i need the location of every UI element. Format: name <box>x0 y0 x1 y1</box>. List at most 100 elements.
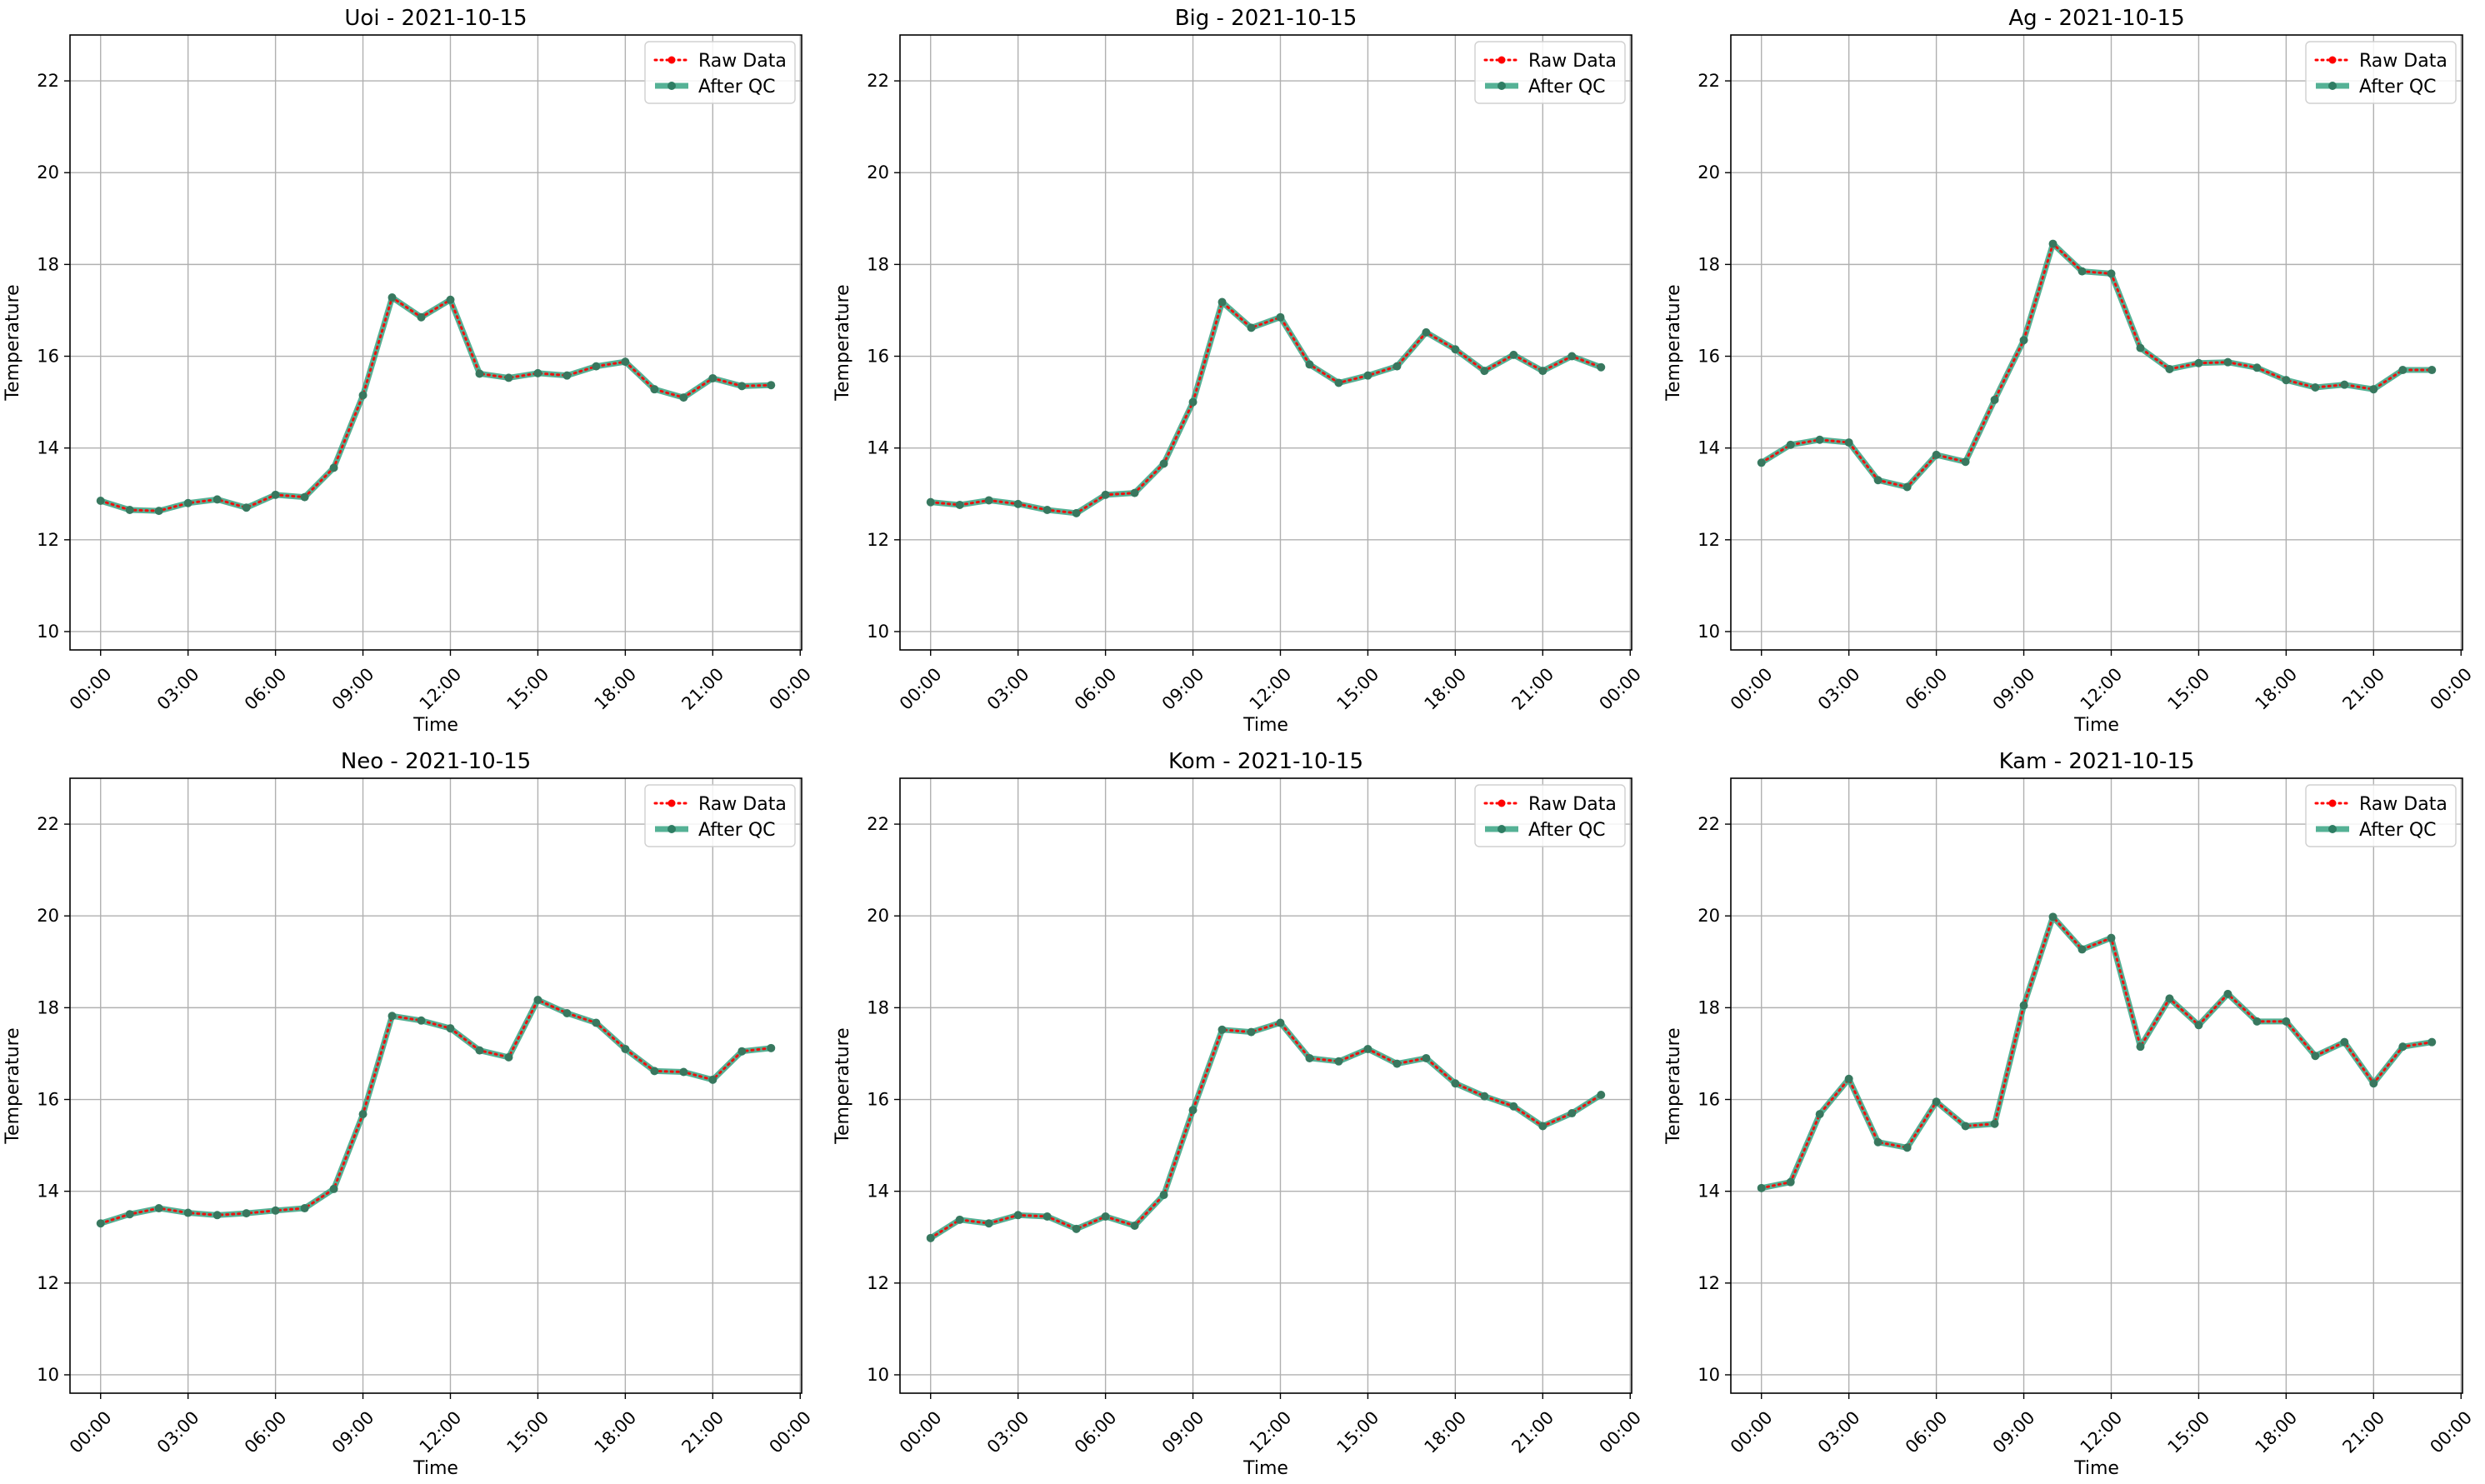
x-tick-label: 06:00 <box>241 664 291 714</box>
x-tick-label: 03:00 <box>983 664 1033 714</box>
legend-marker-raw-data <box>668 56 676 64</box>
after-qc-point <box>242 503 251 512</box>
x-tick-label: 21:00 <box>678 1407 728 1457</box>
x-tick-label: 06:00 <box>1902 1407 1952 1457</box>
legend: Raw Data After QC <box>644 784 796 847</box>
after-qc-point <box>2282 376 2291 385</box>
after-qc-point <box>1159 1191 1168 1200</box>
after-qc-point <box>1815 435 1824 444</box>
legend-marker-after-qc <box>1498 82 1506 90</box>
after-qc-point <box>1786 440 1795 449</box>
subplot-title: Neo - 2021-10-15 <box>341 749 531 774</box>
after-qc-point <box>212 495 222 504</box>
after-qc-point <box>1334 1057 1343 1066</box>
after-qc-point <box>1597 1091 1606 1100</box>
y-tick-label: 20 <box>1698 906 1720 926</box>
x-tick-label: 15:00 <box>2164 664 2214 714</box>
after-qc-point <box>1932 1097 1941 1107</box>
after-qc-point <box>562 371 572 380</box>
x-tick-label: 15:00 <box>503 1407 553 1457</box>
after-qc-point <box>1844 1074 1853 1083</box>
after-qc-point <box>1961 1122 1970 1131</box>
x-tick-label: 21:00 <box>678 664 728 714</box>
x-tick-label: 03:00 <box>153 664 203 714</box>
after-qc-point <box>738 1047 747 1056</box>
axes-frame <box>1730 777 2463 1394</box>
x-tick-label: 03:00 <box>1814 1407 1864 1457</box>
subplot: 10 12 14 16 18 20 22 00:00 03:00 06:00 09:00 12:00 1… <box>1663 6 2476 736</box>
after-qc-point <box>767 1043 776 1052</box>
y-tick-label: 20 <box>37 162 59 182</box>
after-qc-point <box>1247 323 1256 332</box>
x-tick-label: 00:00 <box>66 664 116 714</box>
x-tick-label: 18:00 <box>1421 664 1471 714</box>
y-tick-label: 12 <box>867 1273 889 1293</box>
subplot-title: Uoi - 2021-10-15 <box>344 6 527 31</box>
after-qc-point <box>2223 357 2232 367</box>
y-tick-label: 14 <box>1698 438 1720 458</box>
x-tick-label: 15:00 <box>503 664 553 714</box>
series-line-after-qc <box>928 299 1604 517</box>
after-qc-point <box>984 1219 993 1228</box>
after-qc-point <box>592 362 601 371</box>
y-tick-label: 22 <box>867 71 889 91</box>
after-qc-point <box>1902 1143 1912 1152</box>
y-tick-label: 22 <box>37 814 59 834</box>
x-tick-label: 15:00 <box>2164 1407 2214 1457</box>
x-tick-label: 12:00 <box>1246 1407 1296 1457</box>
after-qc-point <box>2048 912 2058 922</box>
legend-marker-after-qc <box>668 82 676 90</box>
x-axis-label: Time <box>2073 715 2119 736</box>
y-tick-label: 10 <box>37 622 59 642</box>
after-qc-point <box>1480 367 1489 376</box>
axes-frame <box>1730 34 2463 651</box>
y-tick-label: 16 <box>867 347 889 367</box>
after-qc-point <box>1815 1110 1824 1119</box>
y-tick-label: 20 <box>37 906 59 926</box>
y-tick-label: 12 <box>37 530 59 550</box>
x-tick-label: 00:00 <box>896 1407 946 1457</box>
legend-label-after-qc: After QC <box>2359 77 2437 97</box>
after-qc-point <box>1757 1183 1766 1192</box>
y-axis-label: Temperature <box>1663 284 1684 401</box>
axes-frame <box>69 34 802 651</box>
after-qc-point <box>926 497 935 507</box>
y-axis-label: Temperature <box>2 284 23 401</box>
after-qc-point <box>621 357 630 367</box>
after-qc-point <box>984 496 993 505</box>
after-qc-point <box>1422 327 1431 337</box>
axes-frame <box>899 777 1632 1394</box>
y-tick-label: 10 <box>1698 622 1720 642</box>
after-qc-point <box>2369 385 2378 394</box>
after-qc-point <box>2340 380 2349 389</box>
legend-label-after-qc: After QC <box>698 77 776 97</box>
after-qc-point <box>2311 382 2320 392</box>
after-qc-point <box>300 492 309 502</box>
after-qc-point <box>329 1184 338 1193</box>
after-qc-point <box>1130 488 1139 497</box>
after-qc-point <box>2165 364 2174 373</box>
x-tick-label: 12:00 <box>416 1407 466 1457</box>
after-qc-point <box>1013 499 1022 508</box>
after-qc-point <box>1276 312 1285 322</box>
legend-label-raw-data: Raw Data <box>1528 51 1617 72</box>
after-qc-point <box>417 312 426 322</box>
after-qc-point <box>1422 1053 1431 1062</box>
after-qc-point <box>1990 1119 1999 1128</box>
after-qc-point <box>329 463 338 472</box>
x-tick-label: 00:00 <box>1727 664 1777 714</box>
legend: Raw Data After QC <box>1474 784 1626 847</box>
x-tick-label: 06:00 <box>1071 664 1121 714</box>
x-tick-label: 09:00 <box>328 1407 378 1457</box>
after-qc-point <box>388 293 397 302</box>
after-qc-point <box>621 1044 630 1053</box>
after-qc-point <box>2252 363 2262 372</box>
y-tick-label: 18 <box>1698 997 1720 1017</box>
y-tick-label: 14 <box>867 1182 889 1202</box>
after-qc-point <box>1844 438 1853 447</box>
after-qc-point <box>183 498 192 507</box>
after-qc-point <box>1873 1137 1882 1147</box>
after-qc-point <box>1538 367 1548 376</box>
after-qc-point <box>1305 360 1314 369</box>
